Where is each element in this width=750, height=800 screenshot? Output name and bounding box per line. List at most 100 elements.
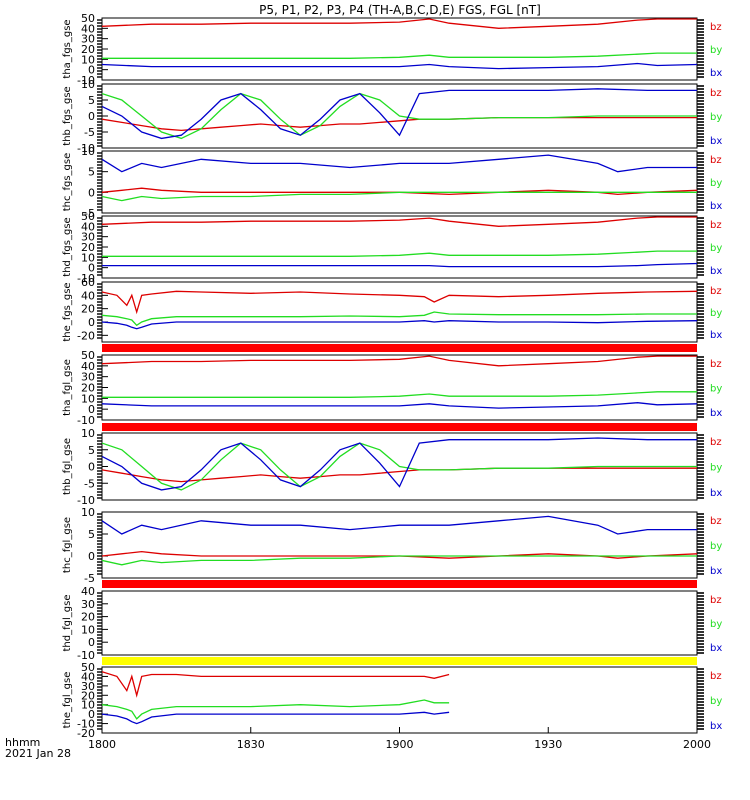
legend-by: by	[710, 243, 722, 254]
legend-bz: bz	[710, 220, 722, 231]
y-tick-label: -20	[77, 329, 95, 342]
y-tick-label: 0	[88, 64, 95, 77]
legend-by: by	[710, 112, 722, 123]
legend-bx: bx	[710, 566, 722, 577]
panel-thb_fgl_gse: -10 -5 0 5 10 thb_fgl_gse bz by bx	[62, 427, 722, 507]
x-tick-label: 1930	[534, 738, 562, 751]
series-line-bz	[102, 187, 697, 196]
left-tick-strip	[97, 19, 102, 78]
y-tick-label: 20	[81, 241, 95, 254]
series-line-by	[102, 92, 697, 140]
legend-by: by	[710, 696, 722, 707]
legend-bz: bz	[710, 155, 722, 166]
y-tick-label: -5	[84, 572, 95, 585]
panel-frame	[101, 511, 698, 579]
legend-bx: bx	[710, 201, 722, 212]
panel-frame	[101, 281, 698, 343]
chart-title: P5, P1, P2, P3, P4 (TH-A,B,C,D,E) FGS, F…	[259, 3, 541, 17]
legend-by: by	[710, 178, 722, 189]
series-line-by	[102, 555, 697, 566]
y-tick-label: 30	[81, 33, 95, 46]
y-tick-label: -10	[77, 718, 95, 731]
series-line-bz	[102, 550, 697, 559]
x-tick-label: 1800	[88, 738, 116, 751]
y-tick-label: 30	[81, 231, 95, 244]
y-axis-label: the_fgl_gse	[62, 672, 73, 729]
y-tick-label: 0	[88, 262, 95, 275]
left-tick-strip	[97, 434, 102, 499]
left-tick-strip	[97, 592, 102, 654]
legend-by: by	[710, 384, 722, 395]
legend-bz: bz	[710, 437, 722, 448]
legend-bx: bx	[710, 488, 722, 499]
legend-bz: bz	[710, 671, 722, 682]
y-axis-label: thc_fgs_gse	[62, 153, 73, 212]
y-tick-label: 50	[81, 661, 95, 674]
series-line-by	[102, 250, 697, 257]
y-tick-label: 50	[81, 210, 95, 223]
left-tick-strip	[97, 668, 102, 730]
legend-bx: bx	[710, 408, 722, 419]
x-tick-label: 1900	[386, 738, 414, 751]
y-tick-label: 60	[81, 276, 95, 289]
y-tick-label: -5	[84, 477, 95, 490]
y-axis-label: tha_fgs_gse	[62, 19, 73, 78]
left-tick-strip	[97, 283, 102, 339]
y-axis-label: thd_fgl_gse	[62, 595, 73, 652]
right-tick-strip	[697, 19, 704, 78]
series-line-bz	[102, 18, 697, 29]
right-tick-strip	[697, 356, 704, 418]
y-tick-label: 20	[81, 303, 95, 316]
series-line-by	[102, 699, 450, 720]
y-tick-label: 0	[88, 110, 95, 123]
legend-bz: bz	[710, 359, 722, 370]
y-tick-label: 0	[88, 636, 95, 649]
y-tick-label: 40	[81, 670, 95, 683]
legend-bx: bx	[710, 68, 722, 79]
y-tick-label: -10	[77, 494, 95, 507]
series-line-by	[102, 442, 697, 491]
y-tick-label: 0	[88, 708, 95, 721]
right-tick-strip	[697, 592, 704, 654]
left-tick-strip	[97, 152, 102, 211]
right-tick-strip	[697, 85, 704, 147]
panel-frame	[101, 354, 698, 421]
y-tick-label: 30	[81, 598, 95, 611]
right-tick-strip	[697, 513, 704, 575]
y-tick-label: 0	[88, 461, 95, 474]
series-line-bz	[102, 355, 697, 367]
panel-frame	[101, 215, 698, 279]
y-tick-label: 5	[88, 166, 95, 179]
y-tick-label: 20	[81, 382, 95, 395]
y-axis-label: thb_fgl_gse	[62, 438, 73, 495]
series-line-by	[102, 391, 697, 398]
status-bar-segment	[102, 657, 697, 665]
legend-bx: bx	[710, 136, 722, 147]
series-line-bx	[102, 262, 697, 268]
y-tick-label: 10	[81, 506, 95, 519]
series-line-by	[102, 311, 697, 327]
y-tick-label: 5	[88, 94, 95, 107]
series-line-bz	[102, 290, 697, 315]
y-tick-label: 20	[81, 689, 95, 702]
y-tick-label: 50	[81, 12, 95, 25]
left-tick-strip	[97, 356, 102, 418]
series-line-bx	[102, 437, 697, 491]
y-tick-label: 10	[81, 392, 95, 405]
legend-bx: bx	[710, 330, 722, 341]
legend-bz: bz	[710, 22, 722, 33]
y-tick-label: 20	[81, 43, 95, 56]
series-line-bx	[102, 62, 697, 70]
y-tick-label: -10	[77, 414, 95, 427]
panel-thb_fgs_gse: -10 -5 0 5 10 thb_fgs_gse bz by bx	[62, 78, 722, 155]
y-tick-label: 30	[81, 680, 95, 693]
legend-by: by	[710, 308, 722, 319]
y-tick-label: 10	[81, 145, 95, 158]
